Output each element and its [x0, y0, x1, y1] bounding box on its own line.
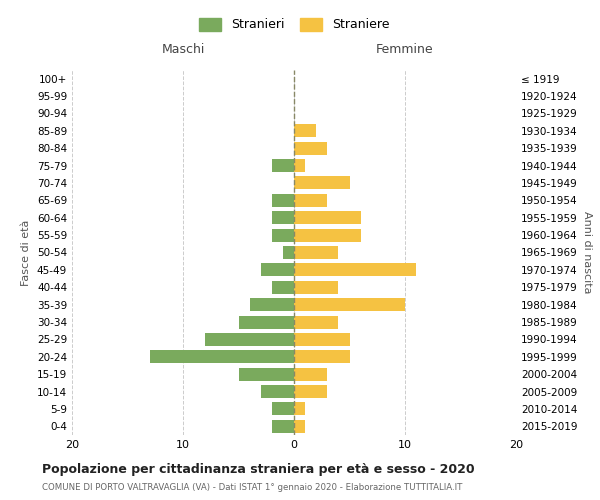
- Bar: [239, 368, 294, 380]
- Bar: [272, 280, 294, 294]
- Bar: [239, 316, 294, 328]
- Bar: [294, 211, 361, 224]
- Bar: [272, 211, 294, 224]
- Bar: [283, 246, 294, 259]
- Bar: [294, 402, 305, 415]
- Bar: [294, 280, 338, 294]
- Bar: [294, 316, 338, 328]
- Bar: [272, 228, 294, 241]
- Bar: [272, 194, 294, 207]
- Bar: [294, 124, 316, 138]
- Bar: [294, 264, 416, 276]
- Y-axis label: Fasce di età: Fasce di età: [22, 220, 31, 286]
- Text: Femmine: Femmine: [376, 43, 434, 56]
- Bar: [294, 368, 328, 380]
- Text: COMUNE DI PORTO VALTRAVAGLIA (VA) - Dati ISTAT 1° gennaio 2020 - Elaborazione TU: COMUNE DI PORTO VALTRAVAGLIA (VA) - Dati…: [42, 484, 463, 492]
- Bar: [294, 228, 361, 241]
- Bar: [205, 333, 294, 346]
- Bar: [272, 420, 294, 433]
- Bar: [150, 350, 294, 364]
- Text: Popolazione per cittadinanza straniera per età e sesso - 2020: Popolazione per cittadinanza straniera p…: [42, 462, 475, 475]
- Legend: Stranieri, Straniere: Stranieri, Straniere: [199, 18, 389, 32]
- Bar: [250, 298, 294, 311]
- Bar: [260, 264, 294, 276]
- Bar: [272, 159, 294, 172]
- Bar: [294, 142, 328, 154]
- Bar: [294, 385, 328, 398]
- Bar: [294, 159, 305, 172]
- Bar: [294, 194, 328, 207]
- Bar: [294, 176, 349, 190]
- Bar: [294, 246, 338, 259]
- Bar: [294, 333, 349, 346]
- Text: Maschi: Maschi: [161, 43, 205, 56]
- Bar: [294, 350, 349, 364]
- Bar: [260, 385, 294, 398]
- Y-axis label: Anni di nascita: Anni di nascita: [581, 211, 592, 294]
- Bar: [294, 420, 305, 433]
- Bar: [272, 402, 294, 415]
- Bar: [294, 298, 405, 311]
